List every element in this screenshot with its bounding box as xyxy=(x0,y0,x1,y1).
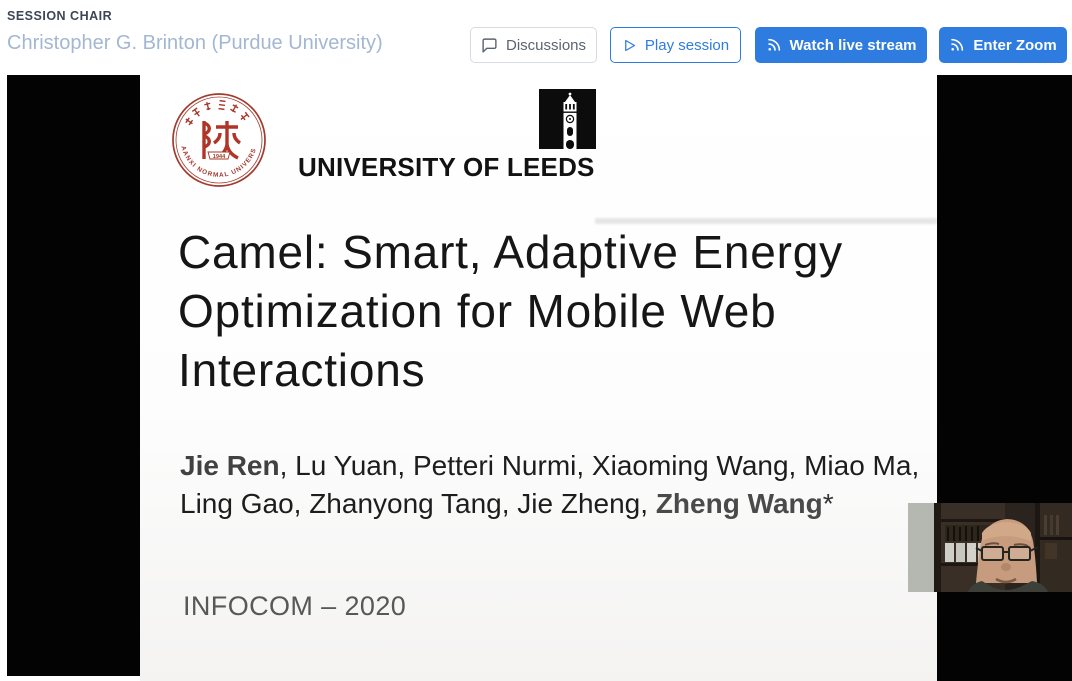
enter-zoom-button-label: Enter Zoom xyxy=(973,36,1057,54)
author-last: Zheng Wang xyxy=(655,488,823,519)
watch-live-stream-button[interactable]: Watch live stream xyxy=(755,27,927,63)
university-of-leeds-wordmark: UNIVERSITY OF LEEDS xyxy=(298,152,595,182)
broadcast-icon xyxy=(951,38,964,51)
session-chair-label: SESSION CHAIR xyxy=(7,9,113,23)
broadcast-icon xyxy=(767,38,780,51)
presentation-slide: 1944 SHAANXI NORMAL UNIVERSITY UNIVERSIT… xyxy=(140,75,937,681)
play-icon xyxy=(625,39,636,51)
enter-zoom-button[interactable]: Enter Zoom xyxy=(939,27,1067,63)
paper-title-line1: Camel: Smart, Adaptive Energy xyxy=(178,226,843,278)
venue-label: INFOCOM – 2020 xyxy=(183,591,407,621)
paper-title-line3: Interactions xyxy=(178,344,426,396)
paper-title: Camel: Smart, Adaptive Energy Optimizati… xyxy=(178,223,918,400)
presenter-face xyxy=(968,519,1048,592)
video-compression-artifact xyxy=(595,218,937,224)
speech-bubble-icon xyxy=(482,37,497,53)
university-of-leeds-logo xyxy=(539,89,596,149)
session-chair-name: Christopher G. Brinton (Purdue Universit… xyxy=(7,32,383,54)
play-session-button-label: Play session xyxy=(644,36,730,54)
letterbox-left xyxy=(7,75,140,676)
presenter-webcam-thumbnail[interactable] xyxy=(908,503,1072,592)
session-header: SESSION CHAIR Christopher G. Brinton (Pu… xyxy=(0,0,1072,75)
presenter-shoulders xyxy=(968,581,1048,592)
discussions-button[interactable]: Discussions xyxy=(470,27,597,63)
watch-live-stream-button-label: Watch live stream xyxy=(789,36,917,54)
paper-authors: Jie Ren, Lu Yuan, Petteri Nurmi, Xiaomin… xyxy=(180,447,928,523)
author-lead: Jie Ren xyxy=(180,450,280,481)
author-middle: , Lu Yuan, Petteri Nurmi, Xiaoming Wang,… xyxy=(180,450,928,519)
webcam-wall xyxy=(908,503,934,592)
play-session-button[interactable]: Play session xyxy=(610,27,741,63)
author-asterisk: * xyxy=(822,488,834,519)
seal-year: 1944 xyxy=(213,154,226,160)
paper-title-line2: Optimization for Mobile Web xyxy=(178,285,777,337)
shaanxi-normal-university-seal-logo: 1944 SHAANXI NORMAL UNIVERSITY xyxy=(170,91,266,187)
discussions-button-label: Discussions xyxy=(505,36,587,54)
